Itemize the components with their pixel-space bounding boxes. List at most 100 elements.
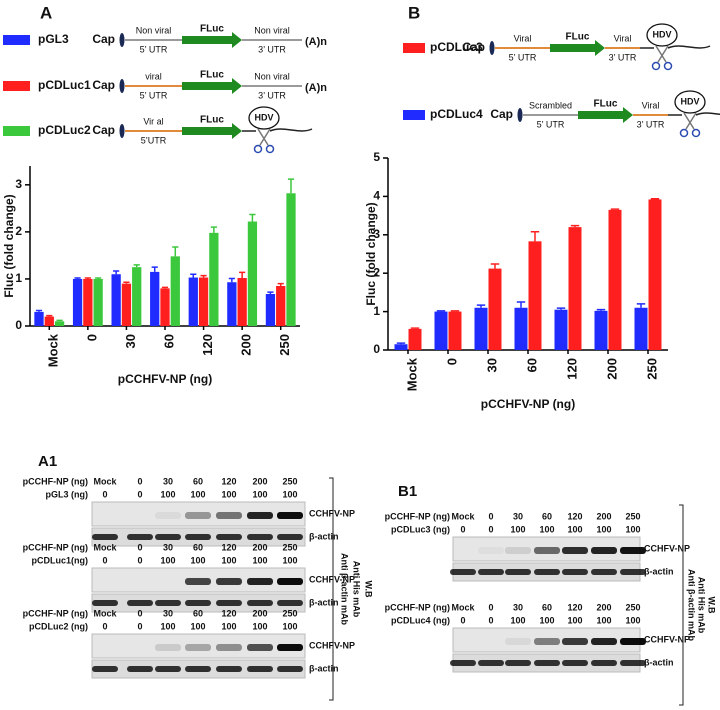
scissors xyxy=(683,112,697,130)
bar xyxy=(83,278,93,326)
lane-plasmid: 100 xyxy=(190,621,205,631)
lane-np: 250 xyxy=(625,602,640,612)
lane-np: 30 xyxy=(513,602,523,612)
band xyxy=(505,638,531,645)
bar xyxy=(160,288,170,326)
row-label: pCDLuc1(ng) xyxy=(32,555,89,565)
x-tick-label: 30 xyxy=(123,334,138,348)
band xyxy=(277,534,303,540)
band-label: CCHFV-NP xyxy=(309,574,355,584)
bar xyxy=(474,307,488,350)
panel-label: A1 xyxy=(38,453,57,470)
band xyxy=(247,666,273,672)
lane-plasmid: 100 xyxy=(282,489,297,499)
error-bar xyxy=(35,309,43,312)
utr5-type: Non viral xyxy=(136,25,172,35)
detection-label: Anti His mAb xyxy=(352,561,362,618)
scissors-handle xyxy=(663,61,673,71)
cap-symbol xyxy=(517,108,523,122)
band-label: CCHFV-NP xyxy=(309,508,355,518)
lane-plasmid: 0 xyxy=(137,555,142,565)
lane-plasmid: 100 xyxy=(160,621,175,631)
band xyxy=(185,666,211,672)
bar xyxy=(528,241,542,350)
bar xyxy=(648,199,662,350)
lane-plasmid: 100 xyxy=(252,555,267,565)
band xyxy=(247,578,273,585)
band xyxy=(534,569,560,575)
lane-np: 0 xyxy=(488,602,493,612)
band xyxy=(216,578,242,585)
cap-label: Cap xyxy=(92,32,115,46)
row-label: pGL3 (ng) xyxy=(46,489,89,499)
lane-np: 120 xyxy=(221,608,236,618)
band xyxy=(216,534,242,540)
scissors-handle xyxy=(651,61,661,71)
x-tick-label: Mock xyxy=(46,333,61,367)
legend-label: pCDLuc3 xyxy=(430,40,483,54)
lane-np: 60 xyxy=(542,511,552,521)
utr5-label: 5’ UTR xyxy=(537,119,565,129)
bar xyxy=(514,307,528,350)
bar xyxy=(448,311,462,350)
band xyxy=(185,512,211,519)
lane-np: 200 xyxy=(252,476,267,486)
band xyxy=(562,547,588,554)
lane-np: 250 xyxy=(625,511,640,521)
band-label: β-actin xyxy=(309,597,339,607)
band xyxy=(216,644,242,651)
error-bar xyxy=(200,274,207,278)
bar xyxy=(265,294,276,326)
band xyxy=(277,600,303,606)
panel-label: B xyxy=(408,3,420,22)
bar xyxy=(150,271,160,326)
lane-np: Mock xyxy=(93,608,117,618)
lane-plasmid: 100 xyxy=(596,615,611,625)
bar xyxy=(132,267,142,326)
bar xyxy=(54,321,65,326)
error-bar xyxy=(476,304,486,308)
lane-plasmid: 0 xyxy=(488,615,493,625)
orf-label: FLuc xyxy=(200,70,224,81)
detection-label: W.B xyxy=(707,597,717,614)
y-tick-label: 5 xyxy=(373,150,380,164)
orf-label: FLuc xyxy=(200,115,224,126)
bar xyxy=(608,209,622,350)
scissors xyxy=(257,128,271,146)
hdv-label: HDV xyxy=(680,96,699,106)
band-label: β-actin xyxy=(309,531,339,541)
band xyxy=(562,569,588,575)
lane-np: 200 xyxy=(252,608,267,618)
bar xyxy=(276,286,286,326)
lane-plasmid: 100 xyxy=(625,615,640,625)
x-tick-label: 200 xyxy=(604,358,619,380)
band xyxy=(478,660,504,666)
legend-label: pGL3 xyxy=(38,32,69,46)
hdv-ribozyme xyxy=(674,90,706,114)
lane-np: 0 xyxy=(137,476,142,486)
lane-plasmid: 100 xyxy=(160,555,175,565)
scissors xyxy=(655,45,669,63)
utr5-type: Viral xyxy=(514,33,532,43)
lane-np: 0 xyxy=(488,511,493,521)
utr5-type: Scrambled xyxy=(529,100,572,110)
x-tick-label: 120 xyxy=(200,334,215,356)
x-tick-label: 30 xyxy=(484,358,499,372)
lane-plasmid: 100 xyxy=(252,489,267,499)
error-bar xyxy=(46,314,53,317)
utr3-type: Viral xyxy=(642,100,660,110)
error-bar xyxy=(556,307,566,310)
lane-np: 120 xyxy=(221,476,236,486)
detection-label: Anti β-actin mAb xyxy=(340,553,350,625)
orf-arrow xyxy=(182,32,242,48)
error-bar xyxy=(249,213,256,222)
lane-np: 120 xyxy=(221,542,236,552)
legend-swatch xyxy=(3,81,30,91)
band xyxy=(591,547,617,554)
lane-plasmid: 100 xyxy=(221,555,236,565)
error-bar xyxy=(610,208,620,210)
band xyxy=(277,644,303,651)
y-tick-label: 1 xyxy=(15,271,22,285)
legend-label: pCDLuc2 xyxy=(38,123,91,137)
y-tick-label: 3 xyxy=(373,227,380,241)
